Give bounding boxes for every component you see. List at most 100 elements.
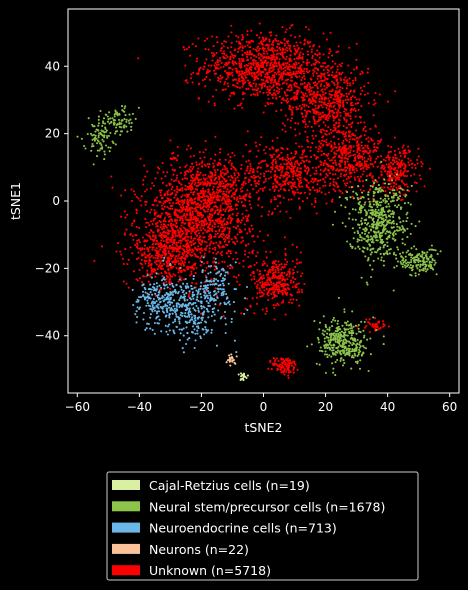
point: [227, 161, 230, 164]
point: [149, 238, 152, 241]
point: [361, 89, 364, 92]
point: [147, 250, 150, 253]
point: [255, 155, 258, 158]
point: [407, 145, 410, 148]
point: [229, 189, 232, 192]
point: [395, 183, 398, 186]
point: [259, 59, 262, 62]
point: [282, 62, 285, 65]
point: [252, 249, 255, 252]
point: [248, 179, 251, 182]
point: [178, 235, 181, 238]
point: [280, 263, 283, 266]
point: [346, 158, 349, 161]
point: [181, 260, 184, 263]
point: [123, 233, 126, 236]
point: [276, 92, 280, 95]
point: [353, 107, 356, 110]
point: [405, 170, 408, 173]
point: [162, 239, 165, 243]
point: [177, 232, 181, 235]
point: [187, 261, 191, 264]
point: [350, 104, 353, 107]
point: [193, 183, 196, 186]
point: [281, 292, 284, 295]
point: [389, 188, 392, 191]
point: [166, 259, 169, 262]
point: [348, 77, 351, 80]
point: [245, 193, 248, 196]
point: [342, 105, 345, 108]
point: [277, 292, 280, 295]
point: [213, 212, 216, 215]
point: [328, 109, 332, 112]
point: [335, 51, 338, 54]
point: [178, 181, 181, 185]
point: [230, 164, 233, 167]
point: [270, 213, 274, 216]
point: [324, 184, 327, 187]
point: [346, 160, 349, 163]
point: [255, 145, 258, 148]
point: [238, 77, 241, 80]
point: [307, 186, 310, 189]
point: [271, 139, 274, 142]
point: [328, 48, 331, 51]
point: [288, 26, 292, 30]
point: [349, 149, 352, 152]
point: [209, 209, 212, 212]
point: [241, 60, 244, 63]
point: [181, 233, 184, 236]
point: [313, 177, 316, 180]
point: [329, 159, 332, 162]
point: [284, 172, 287, 175]
point: [197, 219, 200, 222]
point: [192, 226, 195, 229]
point: [244, 74, 247, 77]
point: [173, 242, 176, 245]
point: [306, 140, 310, 143]
point: [318, 80, 321, 83]
point: [292, 281, 295, 284]
point: [274, 184, 277, 187]
point: [346, 84, 349, 87]
point: [306, 58, 309, 62]
point: [343, 107, 346, 110]
point: [164, 249, 167, 252]
point: [226, 222, 229, 226]
point: [220, 199, 223, 202]
point: [173, 246, 176, 249]
point: [291, 178, 294, 181]
point: [253, 88, 256, 91]
point: [311, 93, 314, 96]
point: [155, 239, 158, 242]
point: [342, 94, 345, 97]
point: [197, 178, 200, 181]
point: [213, 104, 216, 107]
point: [122, 262, 125, 266]
point: [219, 185, 222, 188]
point: [186, 228, 190, 231]
point: [255, 280, 259, 283]
point: [261, 47, 264, 50]
point: [266, 276, 270, 279]
point: [291, 182, 294, 185]
point: [202, 205, 205, 208]
point: [210, 51, 213, 54]
point: [175, 267, 178, 270]
point: [217, 225, 220, 228]
point: [255, 55, 258, 59]
point: [333, 124, 336, 127]
point: [270, 266, 274, 269]
point: [249, 150, 252, 153]
point: [373, 146, 376, 149]
point: [403, 167, 406, 170]
point: [334, 91, 337, 94]
point: [225, 190, 228, 193]
point: [349, 138, 352, 141]
point: [218, 151, 222, 154]
point: [308, 97, 311, 100]
point: [351, 195, 354, 198]
point: [271, 78, 274, 81]
point: [254, 68, 257, 71]
